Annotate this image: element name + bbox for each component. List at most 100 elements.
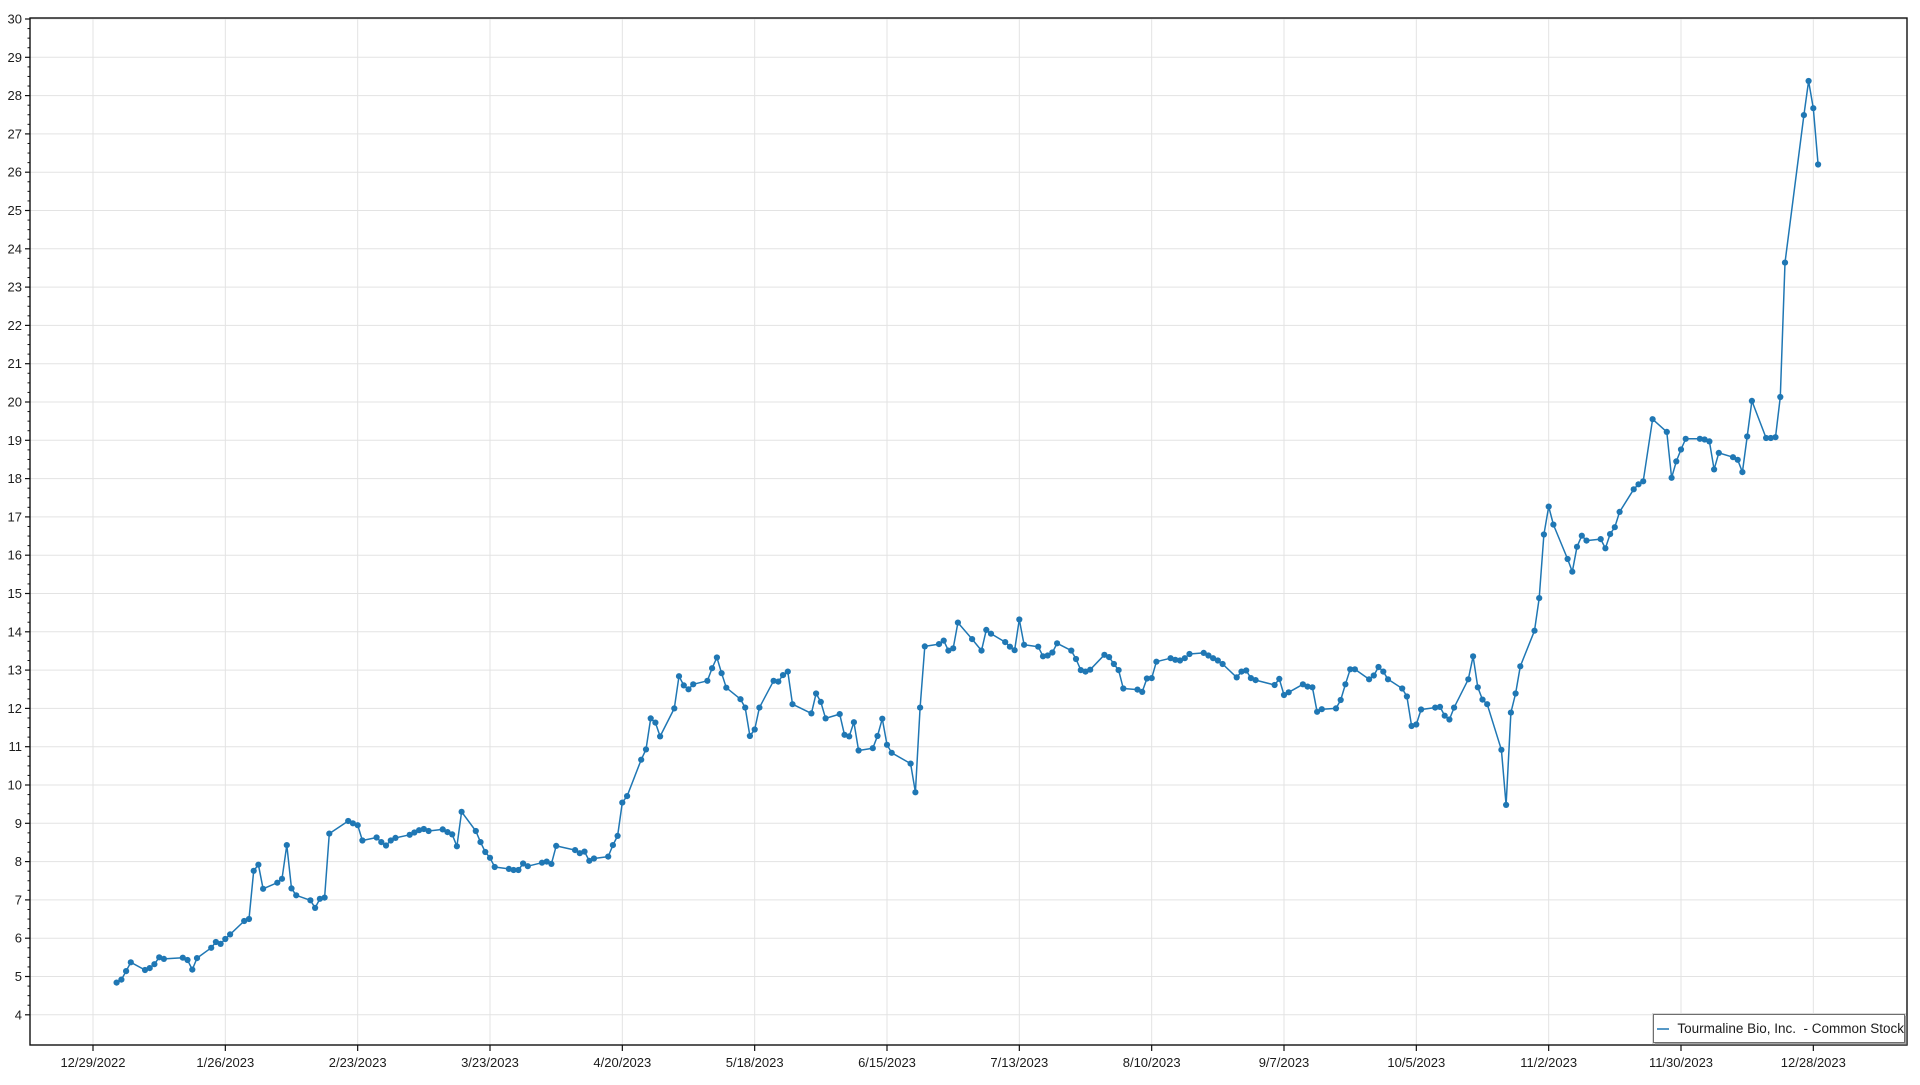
data-point	[1810, 105, 1817, 112]
x-tick-label: 5/18/2023	[726, 1055, 784, 1070]
data-point	[921, 643, 928, 650]
y-tick-label: 19	[8, 433, 22, 448]
data-point	[151, 961, 158, 968]
data-point	[212, 938, 219, 946]
data-point	[307, 897, 314, 904]
data-point	[784, 668, 791, 675]
data-point	[387, 837, 394, 844]
data-point	[1366, 676, 1373, 683]
data-point	[1805, 77, 1812, 85]
data-point	[883, 741, 891, 748]
data-point	[491, 863, 498, 871]
data-point	[581, 848, 588, 855]
data-point	[1309, 684, 1316, 691]
data-point	[987, 630, 995, 637]
data-point	[141, 966, 149, 974]
data-point	[789, 701, 796, 708]
data-point	[1351, 666, 1358, 673]
data-point	[779, 672, 787, 679]
data-point	[1403, 693, 1410, 700]
y-tick-label: 27	[8, 126, 22, 141]
data-point	[1347, 666, 1354, 673]
data-point	[1800, 112, 1807, 119]
x-tick-label: 3/23/2023	[461, 1055, 519, 1070]
data-point	[1474, 684, 1481, 691]
data-point	[775, 678, 782, 685]
x-tick-label: 12/29/2022	[60, 1055, 125, 1070]
data-point	[1101, 651, 1108, 658]
data-point	[1739, 469, 1746, 476]
data-point	[1044, 652, 1051, 659]
y-tick-label: 15	[8, 586, 22, 601]
x-tick-label: 1/26/2023	[196, 1055, 254, 1070]
y-tick-label: 17	[8, 509, 22, 524]
data-point	[619, 799, 626, 806]
data-point	[1540, 531, 1547, 538]
data-point	[1120, 685, 1127, 692]
data-point	[704, 677, 711, 684]
data-point	[406, 831, 413, 838]
data-point	[1607, 531, 1614, 538]
data-point	[1167, 655, 1174, 662]
data-point	[1011, 647, 1018, 654]
y-tick-label: 26	[8, 165, 22, 180]
data-point	[416, 827, 423, 834]
data-point	[1507, 709, 1514, 716]
data-point	[1498, 746, 1505, 753]
data-point	[1531, 627, 1538, 634]
data-point	[954, 619, 962, 626]
data-point	[1602, 545, 1609, 552]
data-point	[907, 760, 914, 767]
data-point	[1148, 675, 1155, 682]
y-tick-label: 24	[8, 241, 22, 256]
data-point	[609, 842, 617, 849]
data-point	[193, 955, 201, 962]
data-point	[1181, 655, 1188, 662]
x-tick-label: 2/23/2023	[329, 1055, 387, 1070]
data-point	[855, 747, 862, 754]
data-point	[850, 719, 858, 726]
data-point	[846, 733, 853, 740]
data-point	[1772, 434, 1779, 441]
data-point	[813, 690, 820, 697]
data-point	[425, 827, 432, 835]
data-point	[1451, 704, 1458, 711]
y-tick-label: 7	[15, 892, 22, 907]
data-point	[321, 894, 328, 901]
data-point	[770, 677, 777, 684]
data-point	[841, 731, 848, 738]
data-point	[1418, 706, 1425, 713]
data-point	[241, 917, 248, 925]
data-point	[671, 705, 678, 712]
data-point	[449, 831, 456, 838]
data-point	[118, 976, 125, 983]
data-point	[1002, 639, 1009, 646]
data-point	[874, 732, 881, 740]
data-point	[590, 855, 598, 862]
data-point	[1285, 689, 1292, 696]
data-point	[520, 860, 527, 867]
data-point	[1545, 503, 1552, 510]
gridlines	[30, 18, 1907, 1045]
data-point	[817, 698, 824, 706]
data-point	[638, 756, 645, 763]
data-point	[1280, 691, 1288, 699]
data-point	[208, 944, 215, 951]
data-point	[1006, 643, 1014, 650]
x-tick-label: 7/13/2023	[990, 1055, 1048, 1070]
data-point	[278, 875, 286, 882]
y-tick-label: 21	[8, 356, 22, 371]
data-point	[879, 715, 886, 722]
data-point	[1143, 675, 1150, 682]
data-point	[510, 866, 517, 874]
data-point	[605, 853, 612, 860]
data-point	[1470, 653, 1477, 660]
data-point	[1682, 435, 1689, 442]
data-point	[1299, 681, 1306, 688]
data-point	[326, 830, 333, 837]
data-point	[1711, 466, 1718, 473]
data-point	[1408, 722, 1415, 730]
